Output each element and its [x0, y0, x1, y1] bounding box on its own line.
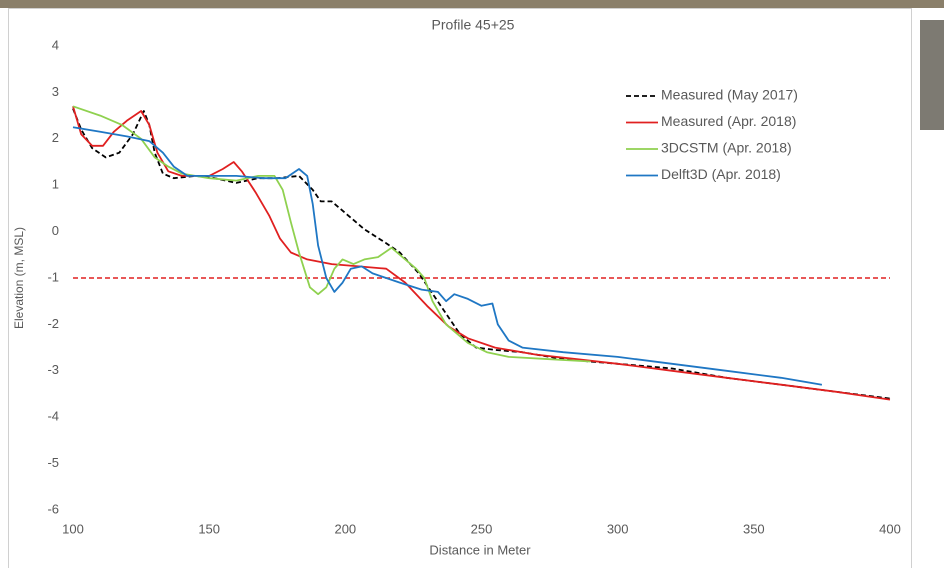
legend-label: Delft3D (Apr. 2018) [661, 166, 781, 182]
y-tick-label: -4 [47, 409, 59, 424]
y-tick-label: -2 [47, 316, 59, 331]
photo-strip [0, 0, 944, 8]
x-tick-label: 100 [62, 521, 84, 536]
y-tick-label: -1 [47, 269, 59, 284]
y-tick-label: -5 [47, 455, 59, 470]
legend-label: 3DCSTM (Apr. 2018) [661, 140, 792, 156]
y-tick-label: 4 [52, 37, 59, 52]
x-tick-label: 250 [471, 521, 493, 536]
chart-frame [8, 8, 912, 573]
x-tick-label: 200 [334, 521, 356, 536]
x-axis-label: Distance in Meter [429, 542, 531, 557]
series-line [72, 106, 891, 401]
series-line [72, 126, 823, 386]
x-tick-label: 150 [198, 521, 220, 536]
y-axis-label: Elevation (m, MSL) [12, 227, 26, 329]
y-tick-label: -3 [47, 362, 59, 377]
legend-label: Measured (Apr. 2018) [661, 113, 796, 129]
series-line [72, 105, 591, 363]
y-tick-label: 1 [52, 177, 59, 192]
y-tick-label: 0 [52, 223, 59, 238]
y-tick-label: -6 [47, 501, 59, 516]
legend-label: Measured (May 2017) [661, 87, 798, 103]
chart-title: Profile 45+25 [432, 17, 515, 33]
x-tick-label: 400 [879, 521, 901, 536]
x-tick-label: 350 [743, 521, 765, 536]
x-tick-label: 300 [607, 521, 629, 536]
y-tick-label: 3 [52, 84, 59, 99]
photo-thumbnail [920, 20, 944, 130]
y-tick-label: 2 [52, 130, 59, 145]
